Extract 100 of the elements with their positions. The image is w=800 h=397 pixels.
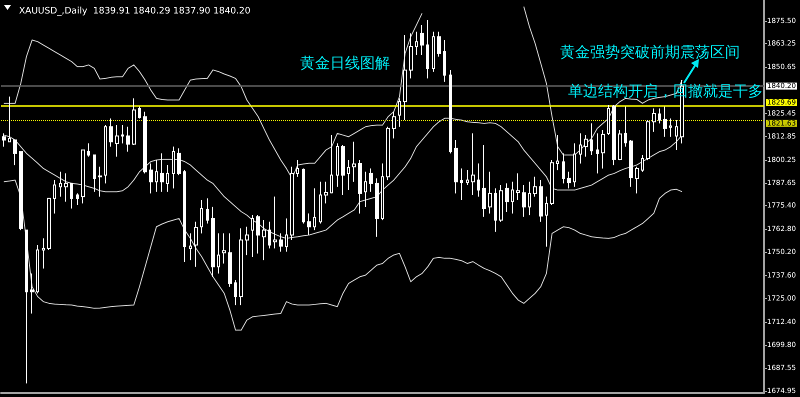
candlestick <box>25 230 28 384</box>
candlestick <box>386 126 390 181</box>
candlestick <box>166 164 169 192</box>
candlestick <box>285 218 288 252</box>
candlestick <box>573 142 576 188</box>
candlestick <box>256 214 260 254</box>
candlestick <box>499 184 503 222</box>
candlestick <box>143 111 147 174</box>
candlestick <box>222 232 226 264</box>
candlestick <box>624 106 627 148</box>
candlestick <box>590 122 593 156</box>
candlestick <box>324 181 328 204</box>
candlestick <box>296 160 299 178</box>
candlestick <box>511 181 514 214</box>
candlestick <box>409 32 413 79</box>
candlestick <box>466 170 469 186</box>
candlestick <box>471 132 475 196</box>
candlestick <box>36 244 39 294</box>
candlestick <box>567 171 571 189</box>
candlestick <box>652 108 656 132</box>
candlestick <box>426 20 429 79</box>
candlestick <box>336 142 339 188</box>
candlestick <box>415 31 418 56</box>
candlestick <box>189 232 192 261</box>
line-series <box>3 180 683 331</box>
candlestick <box>635 166 639 194</box>
candlestick <box>183 170 186 262</box>
candlestick <box>319 181 322 224</box>
candlestick <box>381 162 384 221</box>
candlestick <box>109 118 113 148</box>
candlestick <box>87 142 90 158</box>
candlestick <box>313 188 316 231</box>
candlestick <box>584 134 588 158</box>
candlestick <box>290 166 294 241</box>
candlestick <box>341 144 345 196</box>
candlestick <box>550 160 554 206</box>
candlestick <box>206 198 209 224</box>
candlestick <box>460 168 463 201</box>
candlestick <box>533 176 537 198</box>
candlestick <box>629 140 633 188</box>
candlestick <box>403 34 407 121</box>
candlestick <box>2 132 6 148</box>
candlestick <box>194 221 198 268</box>
annotation: 黄金日线图解 <box>300 54 390 73</box>
candlestick <box>42 238 45 269</box>
candlestick <box>47 198 51 251</box>
candlestick <box>330 134 333 194</box>
candlestick <box>663 106 667 138</box>
candlestick <box>392 111 396 139</box>
candlestick <box>607 104 610 136</box>
candlestick <box>200 200 203 234</box>
candlestick <box>352 141 356 182</box>
candlestick <box>369 168 373 192</box>
candlestick <box>601 130 605 169</box>
candlestick <box>104 124 107 184</box>
candlestick <box>375 178 379 238</box>
candlestick <box>273 196 277 249</box>
candlestick <box>8 96 11 142</box>
candlestick <box>177 148 181 176</box>
candlestick <box>612 104 616 166</box>
candlestick <box>155 160 158 192</box>
candlestick <box>347 160 350 191</box>
candlestick <box>556 134 559 171</box>
candlestick <box>494 188 497 232</box>
candlestick <box>279 232 283 252</box>
candlestick <box>646 120 650 161</box>
candlestick <box>149 162 153 194</box>
candlestick <box>81 150 85 204</box>
candlestick <box>217 232 220 274</box>
candlestick <box>420 24 424 56</box>
candlestick <box>132 98 136 146</box>
candlestick <box>70 182 73 209</box>
candlestick <box>364 171 367 208</box>
candlestick <box>482 144 486 218</box>
candlestick <box>121 124 124 144</box>
candlestick <box>268 221 271 249</box>
candlestick <box>126 126 130 152</box>
candlestick <box>641 154 644 172</box>
candlestick <box>432 31 435 72</box>
annotation: 黄金强势突破前期震荡区间 <box>560 43 740 62</box>
candlestick <box>488 171 492 214</box>
candlestick <box>251 214 254 258</box>
candlestick <box>618 130 622 161</box>
candlestick <box>669 118 672 138</box>
candlestick <box>596 132 599 174</box>
candlestick <box>516 172 520 201</box>
candlestick <box>658 108 661 124</box>
candlestick <box>211 206 215 278</box>
candlestick <box>545 196 548 248</box>
candlestick <box>449 70 452 154</box>
candlestick <box>307 212 311 236</box>
candlestick <box>172 146 175 189</box>
candlestick <box>528 181 531 216</box>
candlestick <box>234 280 237 306</box>
candlestick <box>398 98 401 128</box>
candlestick <box>539 180 543 222</box>
line-series <box>3 118 683 239</box>
candlestick <box>477 162 480 198</box>
candlestick <box>98 166 102 198</box>
candlestick <box>505 182 509 212</box>
